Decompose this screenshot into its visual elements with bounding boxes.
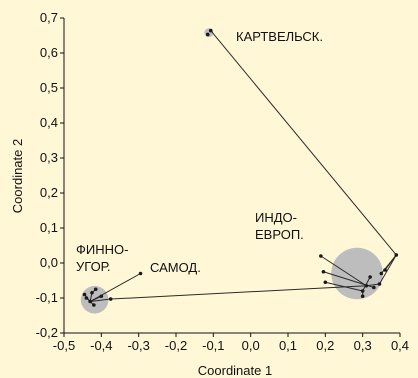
edge-line (384, 254, 397, 271)
x-tick-label: 0,1 (279, 338, 297, 353)
edge-line (366, 283, 380, 287)
y-tick-label: -0,2 (36, 325, 58, 340)
data-point (368, 275, 372, 279)
data-point (321, 269, 326, 274)
x-tick-label: -0,2 (165, 338, 187, 353)
y-tick-label: 0,2 (40, 185, 58, 200)
y-tick-label: -0,1 (36, 290, 58, 305)
data-point (360, 294, 365, 299)
data-point (93, 287, 98, 292)
x-tick-label: -0,4 (90, 338, 112, 353)
data-point (383, 268, 387, 272)
data-point (372, 285, 376, 290)
axes-layer: -0,5 -0,4 -0,3 -0,2 -0,1 0,0 0,1 0,2 0,3 0,4-0,2-… (36, 10, 409, 353)
x-tick-label: -0,1 (202, 338, 224, 353)
x-tick-label: 0,4 (391, 338, 409, 353)
y-axis-title: Coordinate 2 (10, 139, 25, 213)
point-layer (82, 28, 399, 307)
y-tick-label: 0,5 (40, 80, 58, 95)
x-axis-title: Coordinate 1 (198, 363, 272, 378)
data-point (205, 32, 210, 37)
edge-line (320, 255, 367, 287)
data-point (88, 299, 92, 304)
data-point (323, 280, 328, 285)
data-point (99, 294, 104, 299)
x-tick-label: 0,0 (242, 338, 260, 353)
data-point (92, 303, 96, 307)
annotation-layer: КАРТВЕЛЬСК. ИНДО-ЕВРОП. ФИННО-УГОР. САМОД. (76, 29, 323, 275)
cluster-circle (331, 247, 383, 300)
data-point (319, 254, 323, 258)
data-point (360, 289, 365, 293)
y-tick-label: 0,6 (40, 45, 58, 60)
data-point (394, 253, 399, 257)
edge-line (89, 295, 102, 302)
x-tick-label: -0,5 (53, 338, 75, 353)
edge-line (210, 30, 397, 256)
data-point (377, 282, 382, 286)
y-tick-label: 0,7 (40, 10, 58, 25)
x-tick-label: -0,3 (127, 338, 149, 353)
data-point (84, 296, 89, 300)
data-point (138, 271, 143, 276)
cluster-label: ИНДО-ЕВРОП. (255, 210, 304, 242)
cluster-label: КАРТВЕЛЬСК. (236, 29, 323, 44)
cluster-layer (80, 28, 383, 314)
edge-line (90, 298, 111, 302)
edge-line (110, 285, 367, 300)
y-tick-label: 0,3 (40, 150, 58, 165)
data-point (208, 28, 213, 33)
x-tick-label: 0,3 (354, 338, 372, 353)
data-point (82, 292, 87, 297)
edge-line (379, 254, 397, 285)
edge-line (89, 273, 141, 302)
x-tick-label: 0,2 (316, 338, 334, 353)
data-point (108, 297, 113, 301)
cluster-label: ФИННО-УГОР. (76, 242, 128, 274)
data-point (379, 271, 384, 276)
data-point (90, 290, 94, 295)
data-point (364, 283, 369, 288)
point-label: САМОД. (150, 260, 201, 275)
y-tick-label: 0,4 (40, 115, 58, 130)
y-tick-label: 0,1 (40, 220, 58, 235)
y-tick-label: 0,0 (40, 255, 58, 270)
